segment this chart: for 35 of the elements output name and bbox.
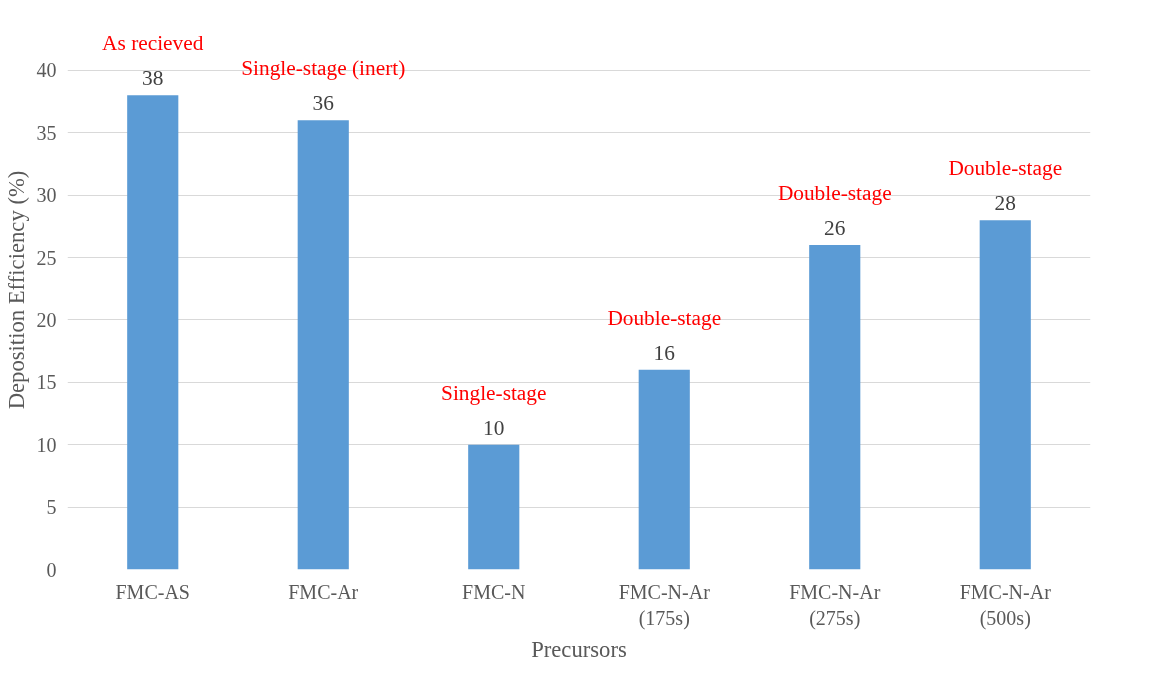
annotation: Single-stage bbox=[441, 380, 547, 405]
y-tick-label: 35 bbox=[36, 121, 57, 144]
annotation: Single-stage (inert) bbox=[241, 56, 406, 81]
annotation: Double-stage bbox=[607, 305, 722, 330]
x-tick-label: FMC-N-Ar (175s) bbox=[618, 580, 711, 630]
bar bbox=[638, 369, 690, 570]
x-tick-label: FMC-N-Ar (275s) bbox=[789, 580, 881, 630]
x-tick-label: FMC-N-Ar (500s) bbox=[959, 580, 1052, 630]
y-tick-label: 5 bbox=[46, 496, 57, 519]
data-label: 16 bbox=[653, 340, 676, 365]
y-tick-label: 10 bbox=[36, 433, 57, 456]
bar bbox=[468, 444, 520, 570]
data-label: 26 bbox=[824, 216, 846, 241]
bar bbox=[809, 245, 861, 570]
y-tick-label: 40 bbox=[36, 59, 57, 82]
y-tick-label: 20 bbox=[36, 308, 57, 331]
data-label: 28 bbox=[994, 191, 1016, 216]
y-tick-label: 25 bbox=[36, 246, 57, 269]
x-tick-label: FMC-AS bbox=[115, 580, 190, 603]
data-label: 38 bbox=[142, 66, 164, 91]
bar bbox=[979, 220, 1031, 570]
annotation: Double-stage bbox=[777, 181, 892, 206]
y-axis-title: Deposition Efficiency (%) bbox=[3, 170, 29, 410]
y-tick-label: 15 bbox=[36, 371, 57, 394]
x-tick-label: FMC-Ar bbox=[288, 580, 359, 603]
data-label: 10 bbox=[483, 415, 505, 440]
bar bbox=[127, 95, 179, 570]
x-axis-title: Precursors bbox=[531, 636, 627, 662]
y-tick-label: 0 bbox=[46, 558, 57, 581]
x-tick-label: FMC-N bbox=[462, 580, 526, 603]
annotation: Double-stage bbox=[948, 156, 1063, 181]
data-label: 36 bbox=[312, 91, 335, 116]
y-tick-label: 30 bbox=[36, 184, 57, 207]
bar bbox=[297, 120, 349, 570]
annotation: As recieved bbox=[102, 31, 204, 56]
